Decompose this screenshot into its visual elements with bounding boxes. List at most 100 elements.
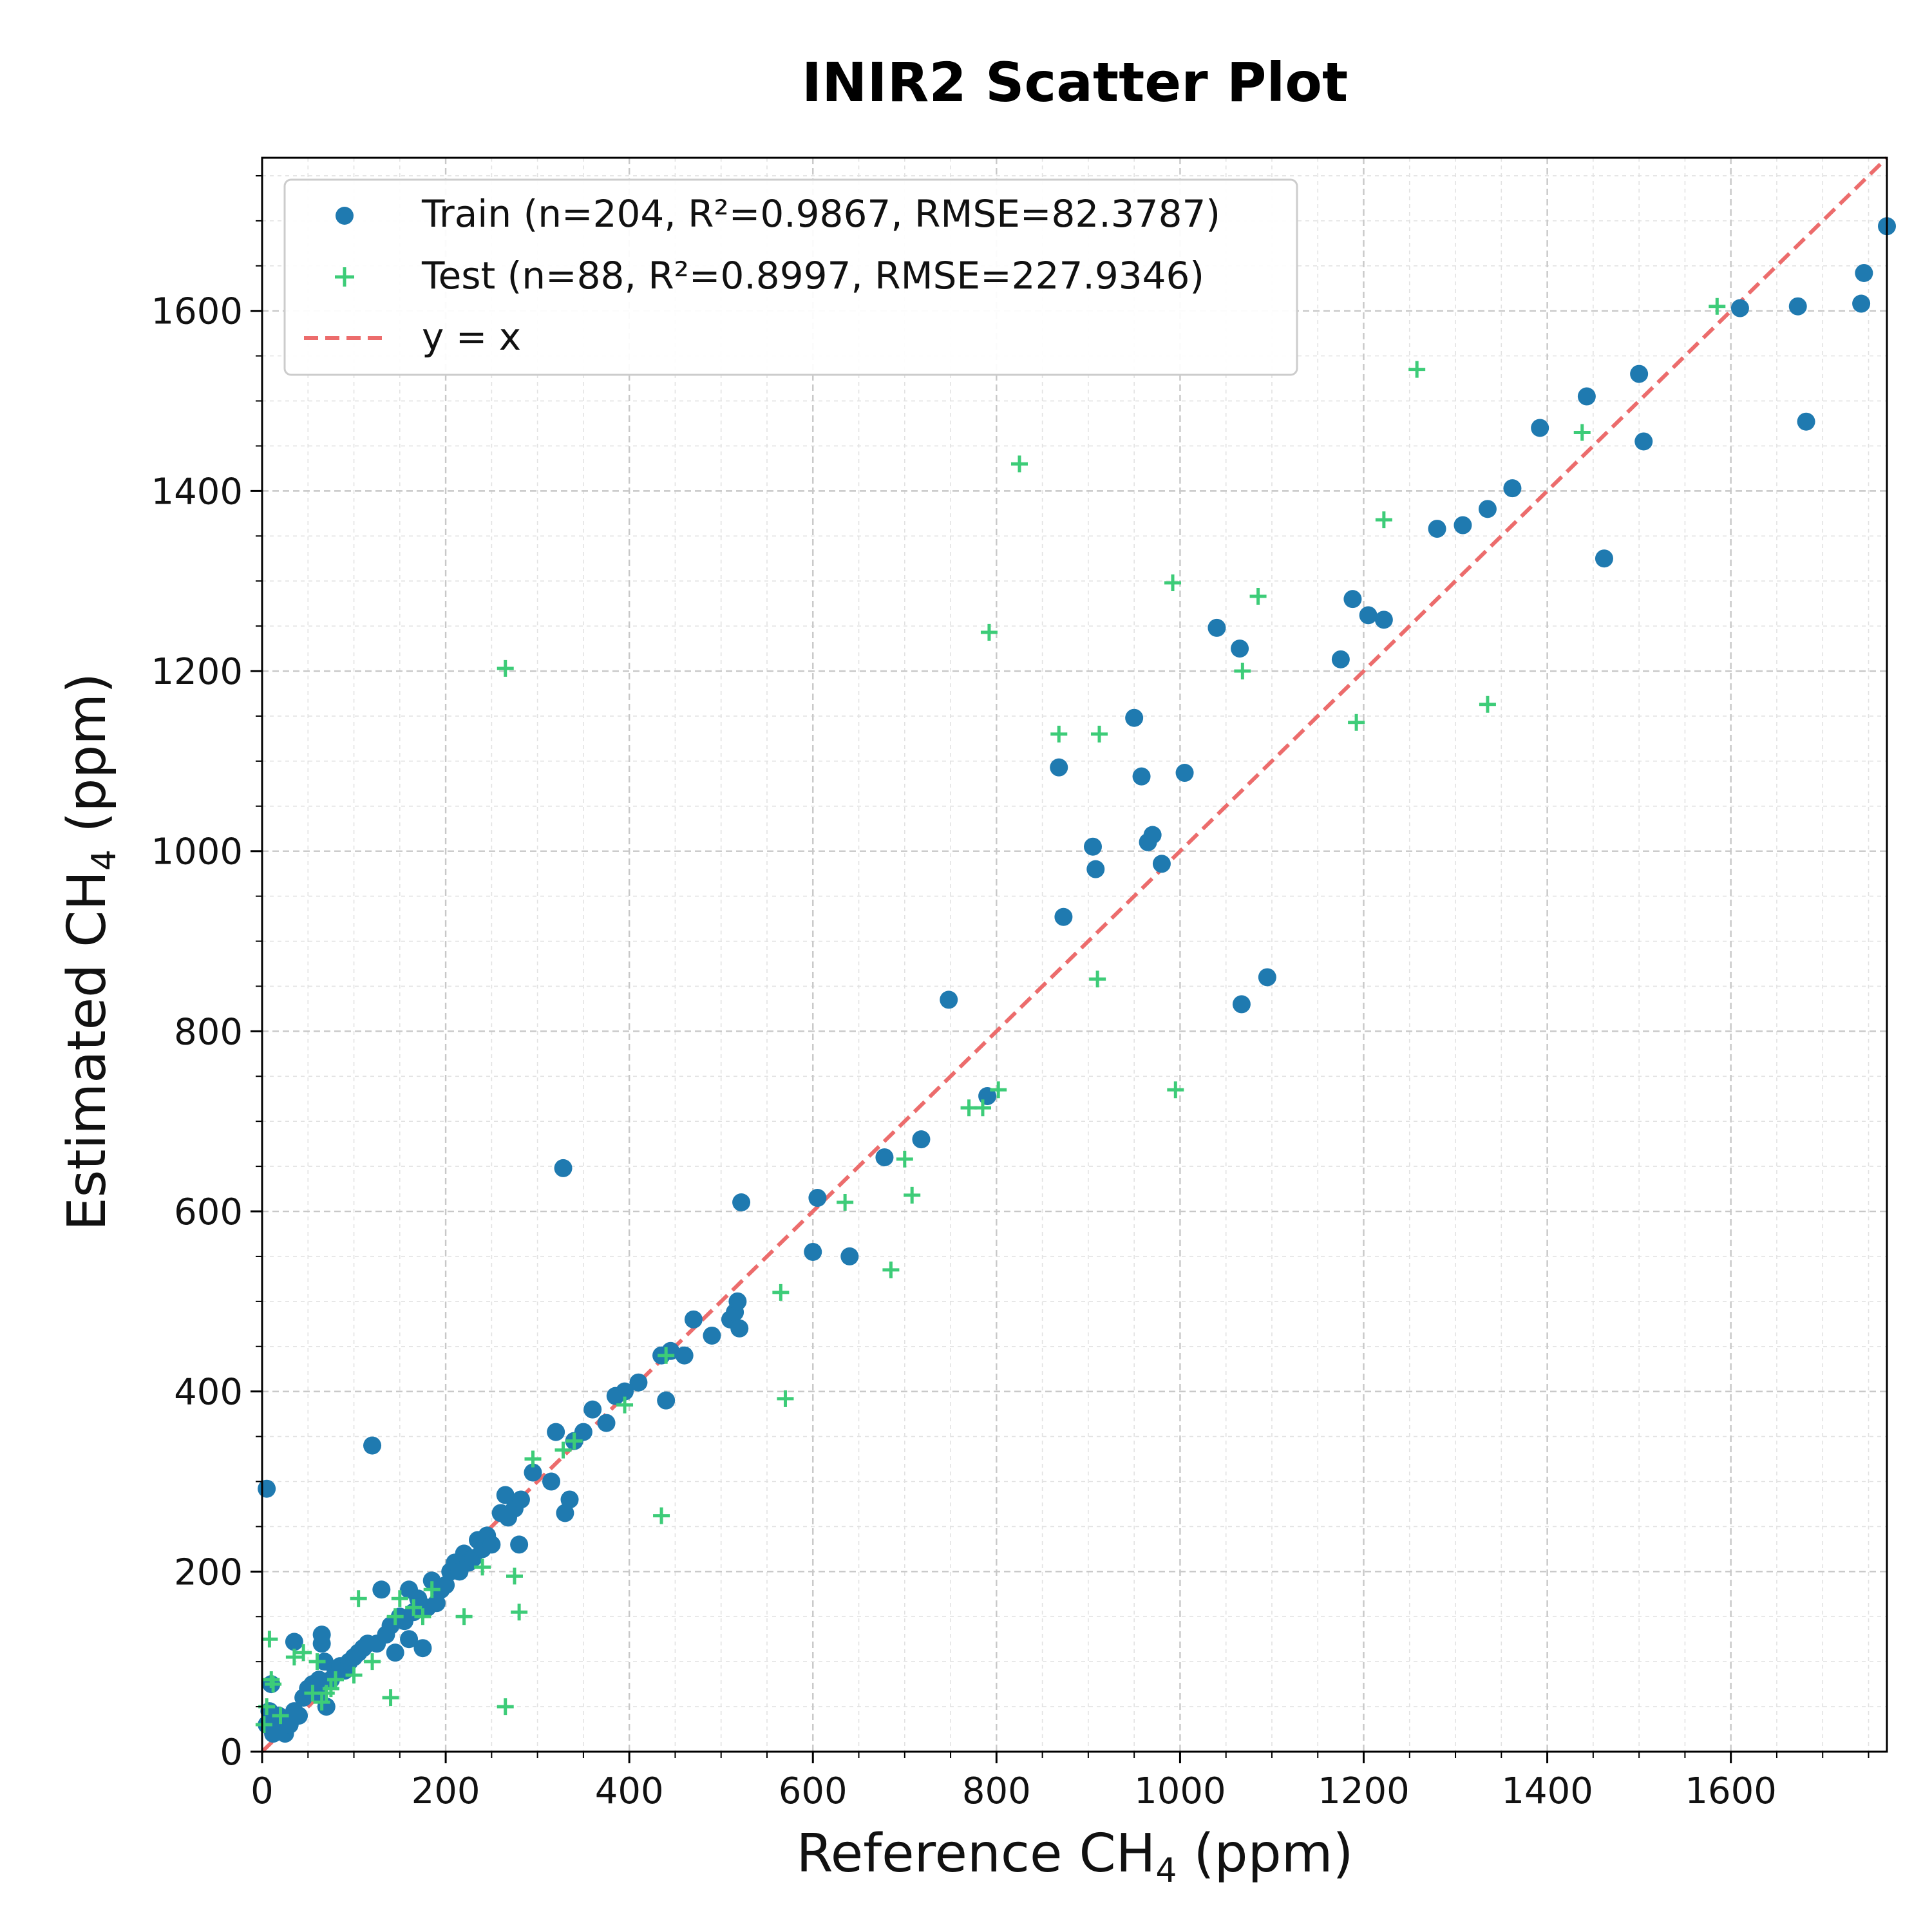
train-point [258, 1479, 276, 1498]
train-point [1208, 618, 1226, 637]
train-point [1788, 297, 1807, 316]
test-point [455, 1608, 473, 1625]
train-point [1143, 826, 1162, 844]
test-point [524, 1450, 542, 1468]
y-axis-label-unit: (ppm) [57, 673, 118, 849]
train-point [400, 1630, 419, 1649]
x-tick-label: 200 [412, 1770, 480, 1812]
test-point [285, 1649, 303, 1666]
test-point [272, 1707, 289, 1725]
test-point [974, 1099, 991, 1117]
train-point [583, 1400, 602, 1419]
test-point [990, 1081, 1007, 1099]
test-point [896, 1150, 913, 1168]
test-point [327, 1671, 345, 1689]
train-point [1084, 837, 1103, 856]
train-point [1374, 611, 1393, 629]
train-point [940, 990, 958, 1009]
y-tick-label: 400 [174, 1372, 243, 1414]
chart-title: INIR2 Scatter Plot [802, 51, 1348, 114]
test-point [1234, 663, 1251, 680]
train-point [728, 1292, 747, 1311]
x-tick-label: 0 [251, 1770, 274, 1812]
test-point [386, 1608, 404, 1625]
train-point [560, 1490, 579, 1509]
train-point [1258, 968, 1276, 987]
test-point [295, 1644, 312, 1662]
train-point [312, 1625, 331, 1644]
train-point [1231, 639, 1249, 658]
train-point [510, 1535, 529, 1554]
x-tick-label: 800 [962, 1770, 1031, 1812]
train-point [511, 1490, 530, 1509]
train-point [496, 1486, 515, 1504]
train-point [1595, 549, 1613, 568]
legend-box [283, 178, 1298, 376]
train-point [657, 1391, 676, 1410]
train-point [1125, 708, 1144, 727]
test-point [261, 1631, 278, 1648]
train-point [703, 1326, 721, 1345]
x-axis-label-unit: (ppm) [1177, 1823, 1353, 1884]
test-point [1249, 587, 1267, 605]
train-point [1428, 520, 1446, 538]
x-tick-label: 1400 [1501, 1770, 1593, 1812]
test-point [265, 1676, 282, 1693]
train-point [1132, 767, 1151, 786]
y-tick-label: 1600 [151, 291, 243, 333]
test-point [1050, 725, 1068, 743]
train-point [1050, 758, 1068, 777]
x-axis-label: Reference CH4 (ppm) [796, 1823, 1353, 1890]
train-point [1232, 995, 1251, 1014]
train-point [363, 1436, 382, 1455]
test-point [1164, 574, 1182, 591]
test-point [772, 1283, 790, 1301]
minor-gridlines [262, 158, 1887, 1752]
x-axis-label-main: Reference CH [796, 1823, 1155, 1884]
test-point [345, 1667, 363, 1684]
plot-frame [261, 156, 1888, 1753]
train-point [1730, 299, 1749, 317]
y-tick-label: 200 [174, 1551, 243, 1593]
test-point [882, 1261, 900, 1278]
x-tick-label: 600 [779, 1770, 848, 1812]
x-tick-label: 1000 [1134, 1770, 1226, 1812]
test-point [1573, 424, 1591, 441]
test-point [1010, 455, 1028, 473]
legend-train-label: Train (n=204, R²=0.9867, RMSE=82.3787) [421, 192, 1220, 236]
train-point [1343, 590, 1362, 609]
train-point [1852, 294, 1871, 313]
y-tick-label: 600 [174, 1191, 243, 1233]
y-axis-label: Estimated CH4 (ppm) [57, 673, 124, 1231]
x-tick-label: 1600 [1685, 1770, 1777, 1812]
legend-reference-line-label: y = x [422, 315, 521, 359]
train-point [413, 1639, 432, 1658]
train-point [597, 1414, 616, 1432]
train-point [732, 1193, 751, 1212]
test-point [322, 1680, 339, 1698]
test-point [414, 1608, 431, 1625]
train-point [285, 1633, 303, 1651]
test-point [565, 1432, 583, 1450]
test-point [837, 1194, 854, 1211]
train-point [372, 1580, 391, 1599]
train-point [1577, 387, 1596, 406]
train-point [547, 1423, 565, 1441]
x-tick-label: 400 [595, 1770, 664, 1812]
legend-test-label: Test (n=88, R²=0.8997, RMSE=227.9346) [421, 254, 1204, 298]
y-axis-label-main: Estimated CH [57, 871, 118, 1231]
y-axis-label-subscript: 4 [85, 849, 124, 871]
test-point [391, 1590, 408, 1607]
test-point [382, 1689, 399, 1707]
train-point [1797, 412, 1815, 431]
test-point [350, 1590, 367, 1607]
train-point [1054, 907, 1073, 926]
test-point [1375, 511, 1392, 529]
test-point [497, 659, 514, 677]
reference-line-layer [260, 156, 1889, 1754]
test-point [980, 623, 998, 641]
train-point [1331, 650, 1350, 668]
train-point [554, 1159, 573, 1177]
train-point [290, 1707, 308, 1725]
test-point [653, 1507, 670, 1524]
